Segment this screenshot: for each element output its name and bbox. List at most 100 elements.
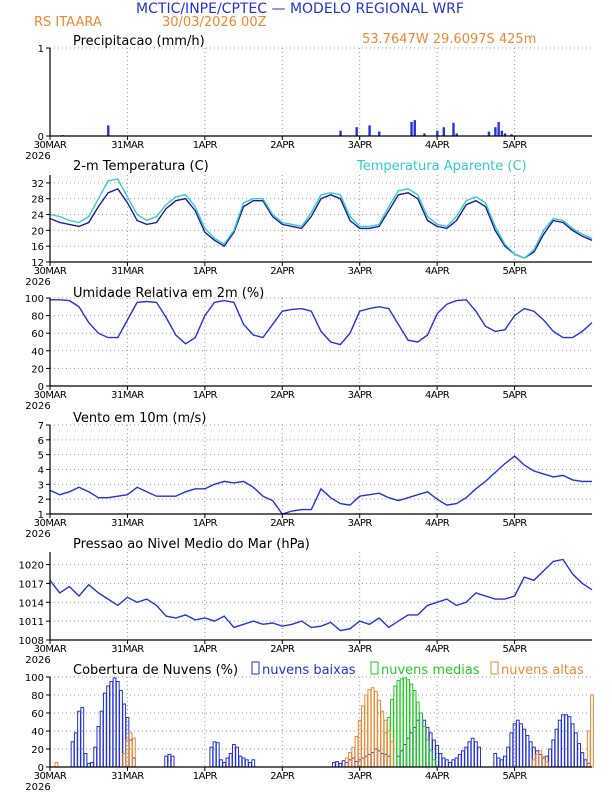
cloud-legend-label: nuvens altas [501,663,584,678]
temp-title: 2-m Temperatura (C) [73,159,209,174]
cloud-bar [496,757,501,768]
cloud-bar [409,683,414,768]
precip-bar [510,134,513,136]
temp-legend: Temperatura Aparente (C) [356,159,527,174]
wind-xtick-label: 31MAR [111,518,144,529]
wind-ytick-label: 7 [38,421,44,432]
slp-ytick-label: 1014 [19,598,44,609]
cloud-bar [354,735,359,768]
cloud-bar [441,757,446,768]
clouds-panel: 0 20 40 60 80 100 30MAR 31MAR 1APR 2APR 3APR 4APR 5A… [25,661,594,792]
cloud-bar [467,741,472,768]
precip-year-label: 2026 [25,151,50,162]
cloud-bar [238,755,243,768]
precip-panel: 0 1 30MAR 31MAR 1APR 2APR 3APR 4APR 5APR 2026 Prec… [25,34,592,162]
clouds-ytick-label: 40 [31,727,44,738]
precip-ytick-label: 0 [38,132,44,143]
cloud-bar [231,744,236,768]
cloud-bar [544,761,549,768]
rh-ytick-label: 40 [31,347,44,358]
cloud-bar [499,759,504,768]
cloud-bar [228,753,233,768]
cloud-bar [532,759,536,768]
cloud-bar [335,761,340,768]
precip-xtick-label: 4APR [425,140,450,151]
cloud-legend-swatch [251,661,260,675]
wind-ytick-label: 4 [38,466,44,477]
header-run: 30/03/2026 00Z [162,15,267,30]
cloud-bar [502,755,507,768]
precip-title: Precipitacao (mm/h) [73,34,205,49]
cloud-bar [332,762,336,768]
temp-xtick-label: 4APR [425,266,450,277]
cloud-bar [377,699,381,768]
wind-xtick-label: 3APR [348,518,373,529]
cloud-bar [399,678,404,768]
cloud-bar [386,730,391,768]
cloud-bar [422,726,427,768]
wind-series-line [49,455,592,515]
cloud-bar [241,757,246,768]
slp-ytick-label: 1017 [19,579,44,590]
cloud-bar [402,677,407,768]
cloud-bar [586,730,591,768]
precip-bar [413,120,416,136]
wind-xtick-label: 2APR [270,518,295,529]
cloud-bar [415,701,420,768]
header-station: RS ITAARA [34,15,102,30]
wind-xtick-label: 5APR [502,518,527,529]
cloud-bar [583,759,588,768]
cloud-bar [477,746,481,768]
clouds-xtick-label: 1APR [193,771,218,782]
clouds-xtick-label: 31MAR [111,771,144,782]
cloud-bar [464,746,469,768]
temp-ytick-label: 16 [31,242,44,253]
slp-xtick-label: 4APR [425,644,450,655]
cloud-bar [393,685,398,768]
cloud-bar [390,741,394,768]
clouds-title: Cobertura de Nuvens (%) [73,663,238,678]
cloud-bar [248,762,252,768]
precip-bar [442,127,445,136]
temp-xtick-label: 2APR [270,266,295,277]
cloud-bar [112,677,117,768]
wind-title: Vento em 10m (m/s) [73,411,206,426]
precip-xtick-label: 3APR [348,140,373,151]
cloud-bar [573,732,578,768]
clouds-xtick-label: 30MAR [34,771,67,782]
cloud-bar [367,689,372,768]
cloud-bar [554,728,559,768]
cloud-bar [54,762,59,768]
slp-xtick-label: 31MAR [111,644,144,655]
slp-xtick-label: 1APR [193,644,218,655]
cloud-bar [444,759,449,768]
cloud-bar [525,735,530,768]
precip-bar [107,125,110,136]
wind-xtick-label: 4APR [425,518,450,529]
cloud-bar [493,753,498,768]
rh-ytick-label: 100 [25,294,44,305]
temp-ytick-label: 32 [31,179,44,190]
slp-ytick-label: 1011 [19,617,44,628]
cloud-bar [102,692,107,768]
cloud-bar [457,753,462,768]
cloud-bar [115,681,120,768]
rh-xtick-label: 5APR [502,390,527,401]
precip-bar [436,130,439,136]
wind-ytick-label: 3 [38,480,44,491]
cloud-bar [548,748,552,768]
cloud-bar [509,732,514,768]
cloud-bar [538,750,543,768]
rh-panel: 0 20 40 60 80 100 30MAR 31MAR 1APR 2APR 3APR 4APR 5A… [25,286,593,412]
wind-ytick-label: 6 [38,436,44,447]
cloud-bar [83,753,88,768]
cloud-bar [225,757,230,768]
cloud-bar [435,744,440,768]
precip-bar [500,130,504,136]
precip-bar [487,131,491,136]
cloud-bar [470,737,475,768]
wind-ytick-label: 5 [38,451,44,462]
cloud-legend-swatch [370,661,379,675]
cloud-bar [106,685,110,768]
